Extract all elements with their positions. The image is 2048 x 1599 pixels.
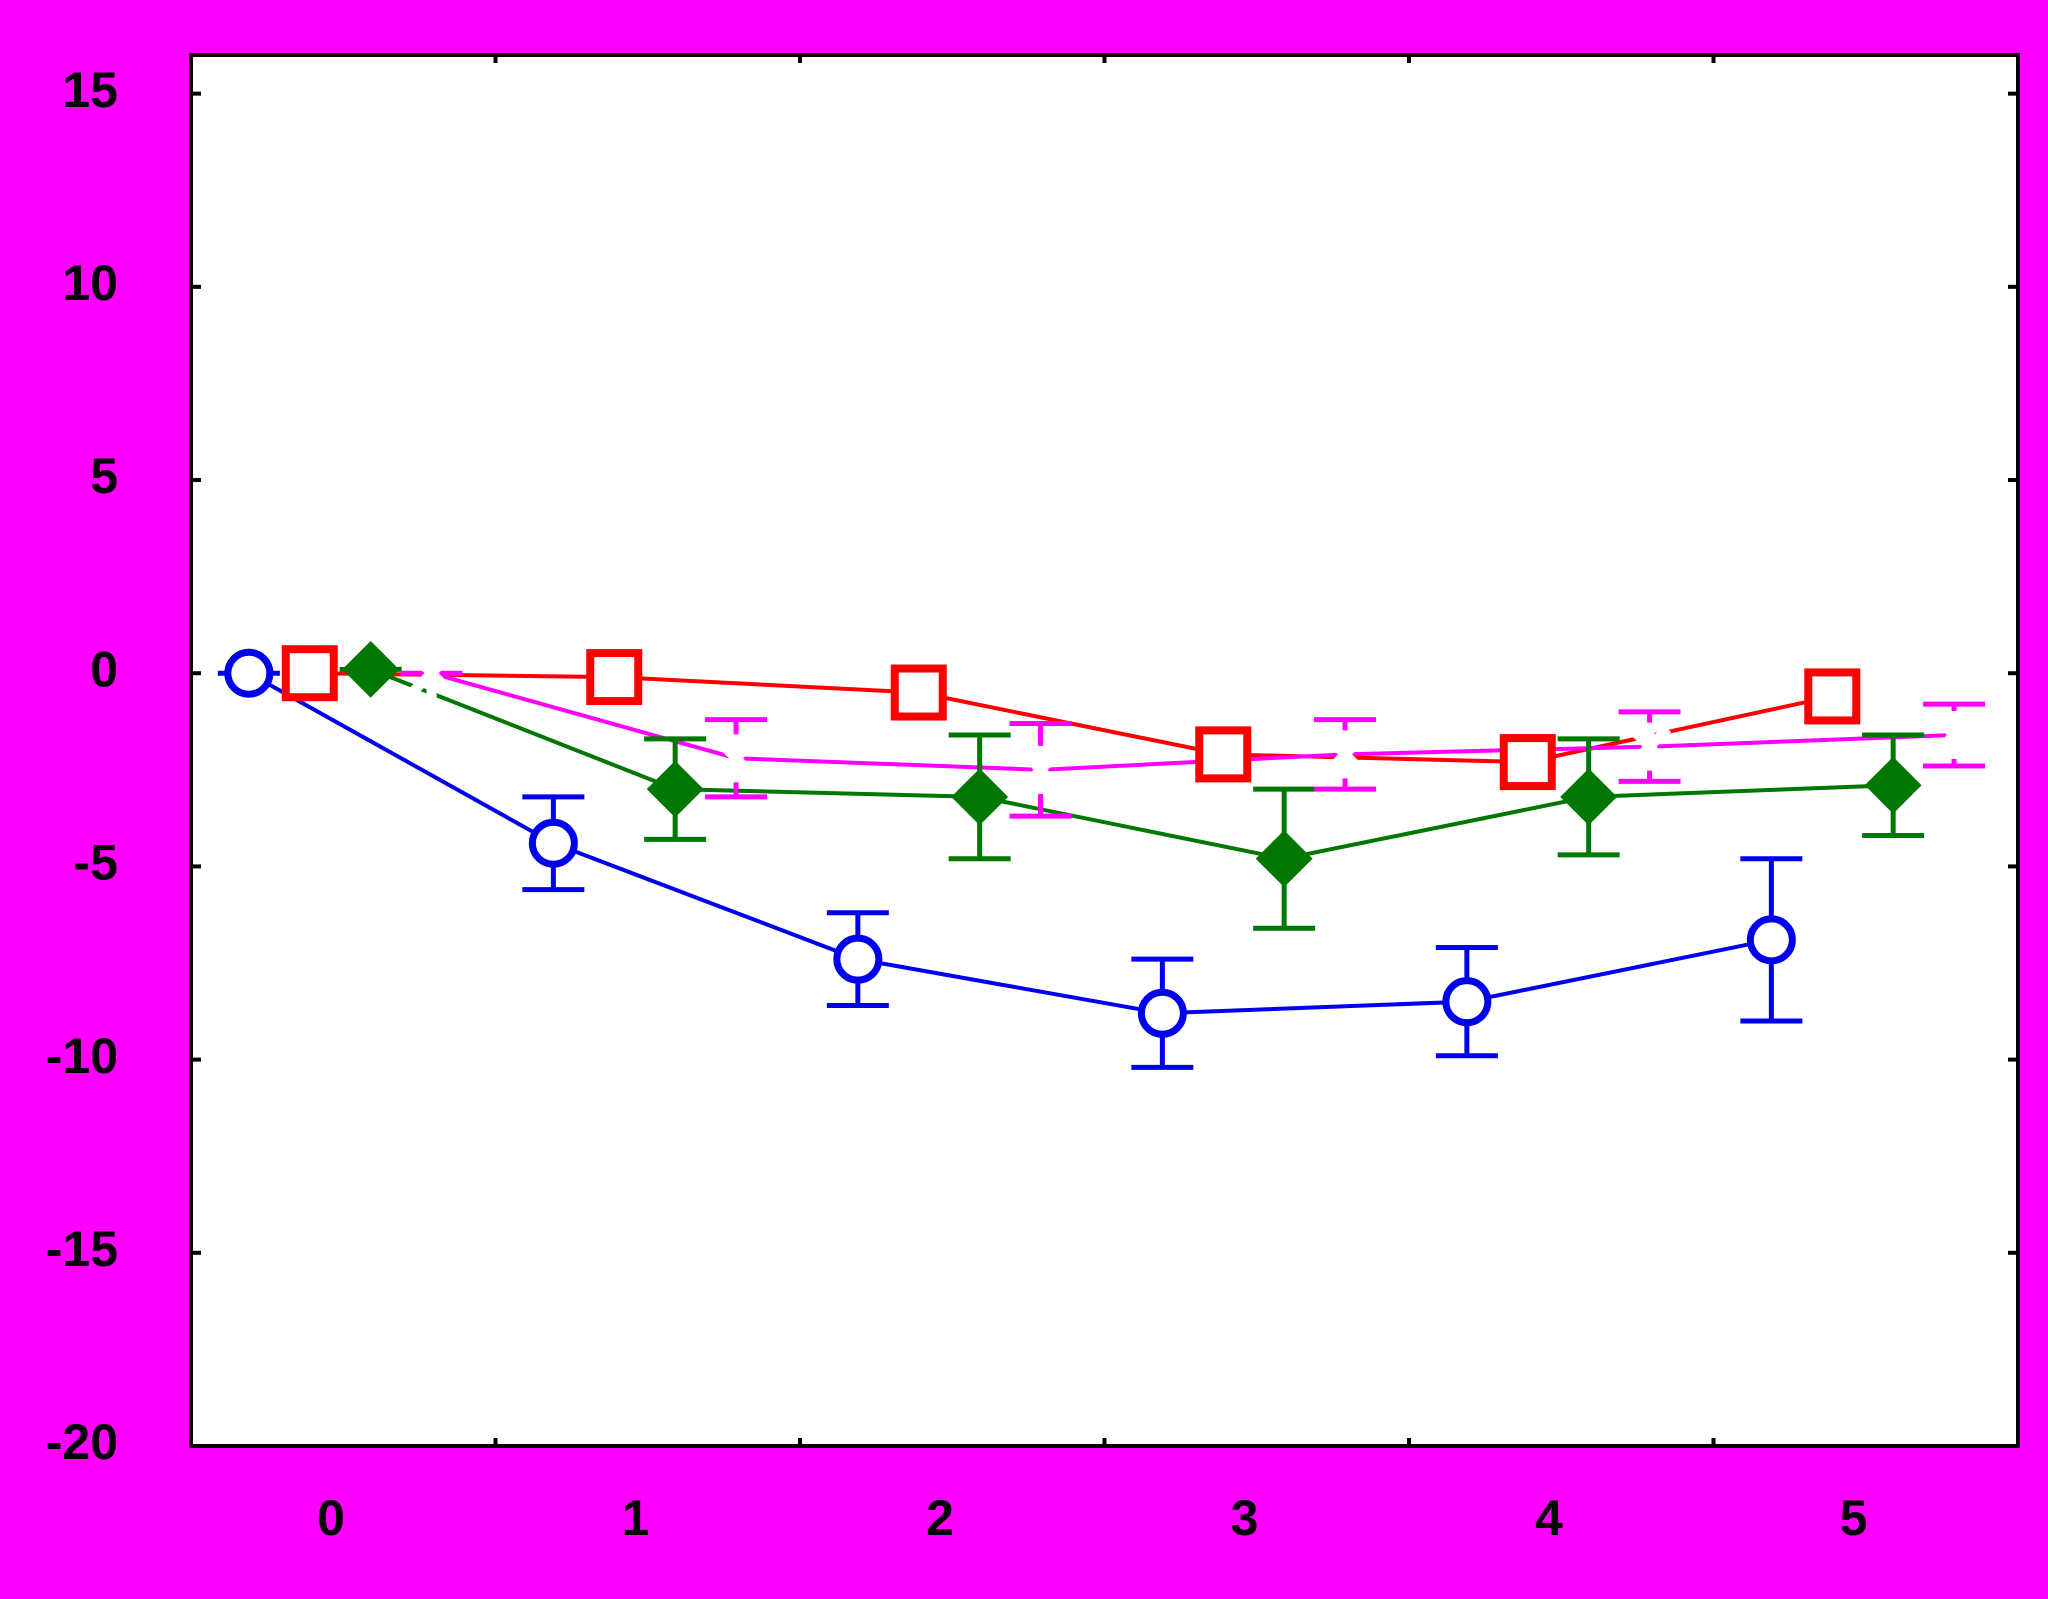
x-tick-label: 5 bbox=[1840, 1490, 1868, 1546]
marker bbox=[528, 818, 578, 868]
marker bbox=[1019, 745, 1063, 794]
y-tick-label: 5 bbox=[90, 448, 118, 504]
marker bbox=[1628, 722, 1672, 771]
marker bbox=[890, 664, 947, 721]
y-tick-label: 0 bbox=[90, 641, 118, 697]
x-tick-label: 1 bbox=[622, 1490, 650, 1546]
x-tick-label: 3 bbox=[1231, 1490, 1259, 1546]
x-tick-label: 0 bbox=[317, 1490, 345, 1546]
marker bbox=[714, 734, 758, 783]
marker bbox=[1137, 988, 1187, 1038]
y-tick-label: -15 bbox=[46, 1221, 118, 1277]
marker bbox=[1323, 730, 1367, 779]
series-line bbox=[431, 671, 1955, 772]
y-tick-label: -5 bbox=[74, 835, 118, 891]
series-line bbox=[369, 667, 1894, 861]
y-tick-label: 15 bbox=[62, 62, 118, 118]
marker bbox=[1864, 756, 1922, 814]
marker bbox=[281, 645, 338, 702]
marker bbox=[833, 934, 883, 984]
marker bbox=[586, 649, 643, 706]
marker bbox=[1560, 768, 1618, 826]
x-tick-label: 2 bbox=[926, 1490, 954, 1546]
marker bbox=[1442, 977, 1492, 1027]
marker bbox=[1255, 830, 1313, 888]
marker bbox=[342, 640, 400, 698]
marker bbox=[410, 649, 454, 698]
y-tick-label: -10 bbox=[46, 1028, 118, 1084]
y-tick-label: -20 bbox=[46, 1414, 118, 1470]
y-tick-label: 10 bbox=[62, 255, 118, 311]
series-line bbox=[247, 671, 1772, 1016]
marker bbox=[1499, 734, 1556, 791]
marker bbox=[1195, 726, 1252, 783]
marker bbox=[224, 648, 274, 698]
marker bbox=[1746, 915, 1796, 965]
marker bbox=[1804, 668, 1861, 725]
marker bbox=[1932, 711, 1976, 760]
x-tick-label: 4 bbox=[1535, 1490, 1563, 1546]
marker bbox=[951, 768, 1009, 826]
plot-area bbox=[189, 53, 2020, 1448]
marker bbox=[646, 760, 704, 818]
